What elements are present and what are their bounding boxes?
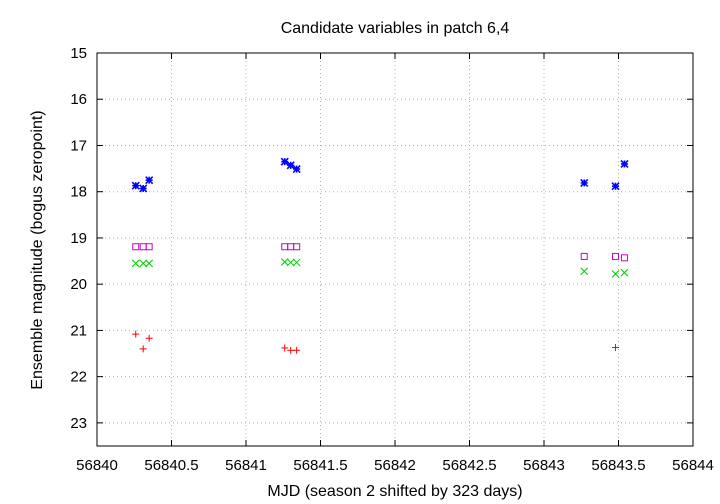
data-point xyxy=(580,252,588,260)
grid xyxy=(97,53,693,446)
x-tick-label: 56842.5 xyxy=(442,457,496,474)
y-axis-label: Ensemble magnitude (bogus zeropoint) xyxy=(29,110,46,389)
data-point xyxy=(281,344,289,352)
y-tick-label: 15 xyxy=(70,45,87,62)
data-point xyxy=(287,243,295,251)
x-tick-label: 56843 xyxy=(523,457,565,474)
x-tick-label: 56842 xyxy=(374,457,416,474)
y-tick-label: 20 xyxy=(70,276,87,293)
data-point xyxy=(145,259,154,268)
data-point xyxy=(620,254,628,262)
data-point xyxy=(287,346,295,354)
data-point xyxy=(293,243,301,251)
data-point xyxy=(611,182,620,191)
data-point xyxy=(139,243,147,251)
x-tick-label: 56843.5 xyxy=(591,457,645,474)
data-point xyxy=(132,330,140,338)
x-tick-label: 56841.5 xyxy=(293,457,347,474)
data-point xyxy=(293,346,301,354)
data-point xyxy=(620,268,629,277)
data-point xyxy=(280,258,289,266)
data-points xyxy=(131,157,629,354)
data-point xyxy=(281,243,289,251)
data-point xyxy=(131,181,140,190)
x-axis-label: MJD (season 2 shifted by 323 days) xyxy=(267,483,522,500)
data-point xyxy=(292,164,301,174)
x-tick-label: 56840 xyxy=(76,457,118,474)
y-tick-label: 16 xyxy=(70,91,87,108)
x-tick-label: 56841 xyxy=(225,457,267,474)
data-point xyxy=(145,334,153,342)
data-point xyxy=(145,176,154,185)
data-point xyxy=(580,178,589,187)
data-point xyxy=(580,267,589,276)
data-point xyxy=(620,159,629,169)
data-point xyxy=(132,243,140,251)
axis-ticks: 56840 56840.5 56841 56841.5 56842 56842.5 5684… xyxy=(70,45,714,474)
data-point xyxy=(286,258,295,267)
data-point xyxy=(139,259,148,268)
y-tick-label: 21 xyxy=(70,322,87,339)
data-point xyxy=(612,344,620,352)
data-point xyxy=(611,270,620,278)
x-tick-label: 56844 xyxy=(672,457,714,474)
data-point xyxy=(145,243,153,251)
data-point xyxy=(139,345,147,353)
data-point xyxy=(131,259,140,268)
data-point xyxy=(286,161,295,170)
data-point xyxy=(280,157,289,166)
y-tick-label: 19 xyxy=(70,230,87,247)
data-point xyxy=(292,258,301,267)
x-tick-label: 56840.5 xyxy=(144,457,198,474)
chart-title: Candidate variables in patch 6,4 xyxy=(281,20,510,37)
data-point xyxy=(612,252,620,260)
y-tick-label: 23 xyxy=(70,415,87,432)
y-tick-label: 22 xyxy=(70,369,87,386)
data-point xyxy=(139,184,148,193)
y-tick-label: 17 xyxy=(70,137,87,154)
y-tick-label: 18 xyxy=(70,184,87,201)
